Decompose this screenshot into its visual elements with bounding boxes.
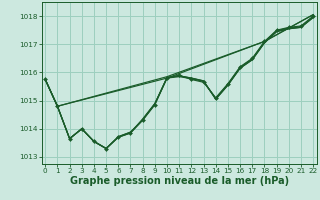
X-axis label: Graphe pression niveau de la mer (hPa): Graphe pression niveau de la mer (hPa) [70, 176, 289, 186]
